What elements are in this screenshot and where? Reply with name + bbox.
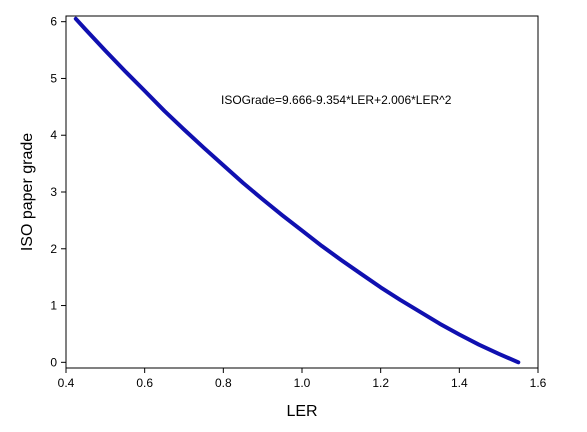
- x-tick-label: 1.6: [530, 376, 547, 390]
- x-tick-label: 1.4: [451, 376, 468, 390]
- y-tick-label: 2: [50, 242, 57, 256]
- x-tick-label: 0.4: [58, 376, 75, 390]
- y-tick-label: 3: [50, 185, 57, 199]
- y-axis-title: ISO paper grade: [19, 133, 36, 251]
- plot-area: [65, 15, 539, 369]
- x-tick-label: 1.0: [294, 376, 311, 390]
- y-tick-label: 1: [50, 299, 57, 313]
- x-tick-label: 0.6: [136, 376, 153, 390]
- x-tick-label: 0.8: [215, 376, 232, 390]
- y-tick-label: 0: [50, 355, 57, 369]
- x-axis: 0.4 0.6 0.8 1.0 1.2 1.4 1.6: [58, 368, 547, 390]
- y-tick-label: 6: [50, 15, 57, 29]
- x-axis-title: LER: [286, 403, 317, 420]
- y-tick-label: 4: [50, 128, 57, 142]
- y-tick-label: 5: [50, 71, 57, 85]
- y-axis: 0 1 2 3 4 5 6: [50, 15, 66, 369]
- series-line: [73, 16, 521, 365]
- x-tick-label: 1.2: [372, 376, 389, 390]
- equation-annotation: ISOGrade=9.666-9.354*LER+2.006*LER^2: [221, 93, 452, 107]
